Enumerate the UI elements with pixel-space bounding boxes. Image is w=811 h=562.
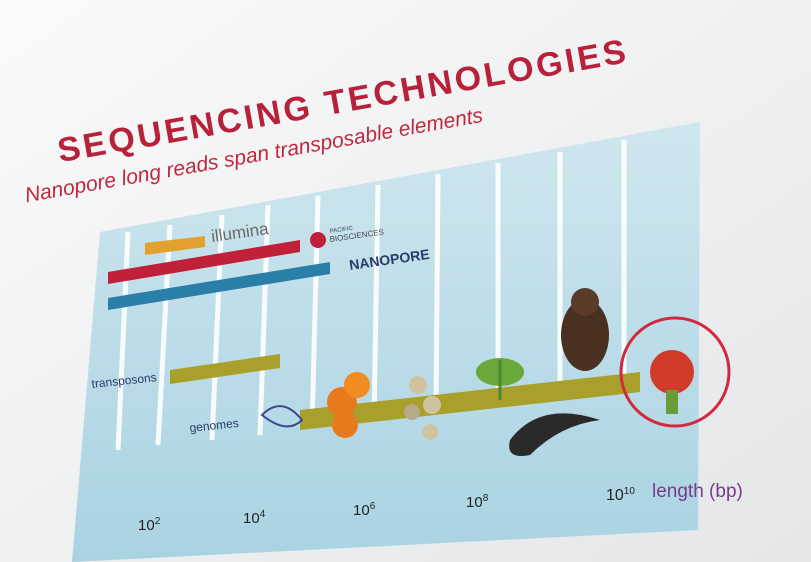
yeast-icon xyxy=(422,424,438,440)
tick-base: 10 xyxy=(138,517,155,534)
pacbio-icon xyxy=(310,232,326,248)
bacteria-icon xyxy=(332,412,358,438)
tick-exponent: 8 xyxy=(483,493,489,504)
tick-base: 10 xyxy=(243,510,260,527)
chimp-head xyxy=(571,288,599,316)
tick-base: 10 xyxy=(353,502,370,519)
axis-label: length (bp) xyxy=(652,481,743,502)
tick-exponent: 4 xyxy=(260,509,266,520)
tick-exponent: 2 xyxy=(155,516,161,527)
tick-base: 10 xyxy=(606,487,624,504)
tulip-stems xyxy=(666,390,678,414)
tick-exponent: 10 xyxy=(624,486,636,497)
tick-exponent: 6 xyxy=(370,501,376,512)
yeast-icon xyxy=(423,396,441,414)
slide-photo: SEQUENCING TECHNOLOGIES Nanopore long re… xyxy=(0,0,811,562)
yeast-icon xyxy=(409,376,427,394)
yeast-icon xyxy=(404,404,420,420)
tulip-icon xyxy=(650,350,694,394)
grid-line xyxy=(436,174,438,412)
page: SEQUENCING TECHNOLOGIES Nanopore long re… xyxy=(0,0,811,562)
tick-base: 10 xyxy=(466,494,483,511)
bacteria-icon xyxy=(344,372,370,398)
